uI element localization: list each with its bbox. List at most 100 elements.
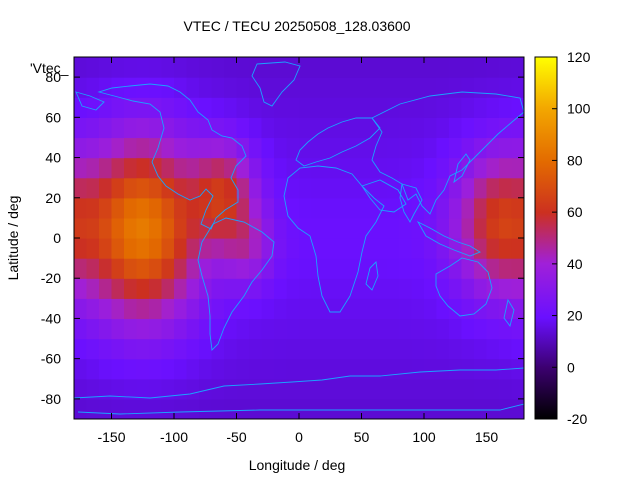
heatmap-cell (511, 177, 524, 199)
heatmap-cell (511, 137, 524, 159)
heatmap-cell (386, 157, 400, 179)
heatmap-cell (411, 378, 425, 400)
heatmap-cell (474, 97, 488, 118)
heatmap-cell (74, 238, 88, 259)
heatmap-cell (236, 398, 250, 419)
coastline-new-zealand (503, 298, 515, 328)
heatmap-cell (161, 157, 175, 179)
heatmap-cell (399, 358, 413, 380)
heatmap-cell (261, 137, 275, 159)
heatmap-cell (374, 278, 388, 299)
heatmap-cell (461, 398, 475, 419)
heatmap-cell (361, 338, 375, 360)
heatmap-cell (86, 278, 100, 299)
heatmap-cell (286, 97, 300, 118)
heatmap-cell (299, 117, 313, 139)
heatmap-cell (511, 217, 524, 239)
heatmap-cell (336, 57, 350, 78)
heatmap-cell (349, 77, 363, 98)
heatmap-cell (299, 278, 313, 299)
heatmap-cell (186, 197, 200, 219)
heatmap-cell (436, 117, 450, 139)
heatmap-cell (236, 378, 250, 400)
heatmap-cell (386, 77, 400, 98)
heatmap-cell (249, 238, 263, 259)
heatmap-cell (324, 398, 338, 419)
coastline-japan (453, 153, 471, 184)
heatmap-cell (74, 97, 88, 118)
heatmap-cell (186, 157, 200, 179)
heatmap-cell (286, 298, 300, 320)
heatmap-cell (349, 117, 363, 139)
heatmap-cell (249, 97, 263, 118)
heatmap-cell (161, 378, 175, 400)
heatmap-cell (249, 177, 263, 199)
heatmap-cell (449, 298, 463, 320)
heatmap-cell (111, 157, 125, 179)
heatmap-cell (74, 137, 88, 159)
y-tick-label: -40 (41, 310, 61, 326)
heatmap-cell (299, 157, 313, 179)
heatmap-cell (474, 197, 488, 219)
heatmap-cell (399, 298, 413, 320)
heatmap-cell (86, 217, 100, 239)
y-tick-label: 80 (45, 69, 61, 85)
heatmap-cell (124, 358, 138, 380)
heatmap-cell (336, 358, 350, 380)
heatmap-cell (461, 238, 475, 259)
heatmap-cell (274, 97, 288, 118)
heatmap-cell (161, 117, 175, 139)
heatmap-cell (424, 197, 438, 219)
heatmap-cell (174, 217, 188, 239)
heatmap-cell (199, 398, 213, 419)
heatmap-cell (86, 57, 100, 78)
heatmap-cell (349, 358, 363, 380)
heatmap-cell (449, 197, 463, 219)
heatmap-cell (374, 177, 388, 199)
heatmap-cell (161, 338, 175, 360)
heatmap-cell (511, 338, 524, 360)
heatmap-cell (361, 298, 375, 320)
heatmap-cell (99, 258, 113, 279)
heatmap-cell (499, 278, 513, 299)
heatmap-cell (349, 298, 363, 320)
heatmap-cell (399, 378, 413, 400)
heatmap-cell (286, 177, 300, 199)
heatmap-cell (286, 117, 300, 139)
heatmap-cell (236, 157, 250, 179)
heatmap-cell (274, 57, 288, 78)
heatmap-cell (149, 358, 163, 380)
heatmap-cell (324, 157, 338, 179)
heatmap-cell (436, 77, 450, 98)
heatmap-cell (111, 358, 125, 380)
heatmap-cell (149, 57, 163, 78)
heatmap-cell (436, 258, 450, 279)
heatmap-cell (449, 258, 463, 279)
heatmap-cell (411, 117, 425, 139)
heatmap-cell (149, 338, 163, 360)
heatmap-cell (299, 77, 313, 98)
heatmap-cell (236, 97, 250, 118)
heatmap-cell (211, 57, 225, 78)
heatmap-cell (299, 238, 313, 259)
colorbar-tick-label: 100 (567, 101, 591, 117)
heatmap-cell (99, 57, 113, 78)
heatmap-cell (511, 378, 524, 400)
heatmap-cell (324, 217, 338, 239)
heatmap-cell (186, 378, 200, 400)
heatmap-cell (111, 238, 125, 259)
heatmap-cell (74, 318, 88, 340)
heatmap-cell (249, 378, 263, 400)
heatmap-cell (211, 258, 225, 279)
heatmap-cell (411, 157, 425, 179)
heatmap-cell (474, 338, 488, 360)
heatmap-cell (511, 117, 524, 139)
heatmap-cell (474, 117, 488, 139)
heatmap-cell (136, 177, 150, 199)
heatmap-cell (224, 238, 238, 259)
heatmap-cell (299, 217, 313, 239)
heatmap-cell (274, 358, 288, 380)
coastline-greenland (251, 61, 301, 107)
heatmap-cell (274, 197, 288, 219)
